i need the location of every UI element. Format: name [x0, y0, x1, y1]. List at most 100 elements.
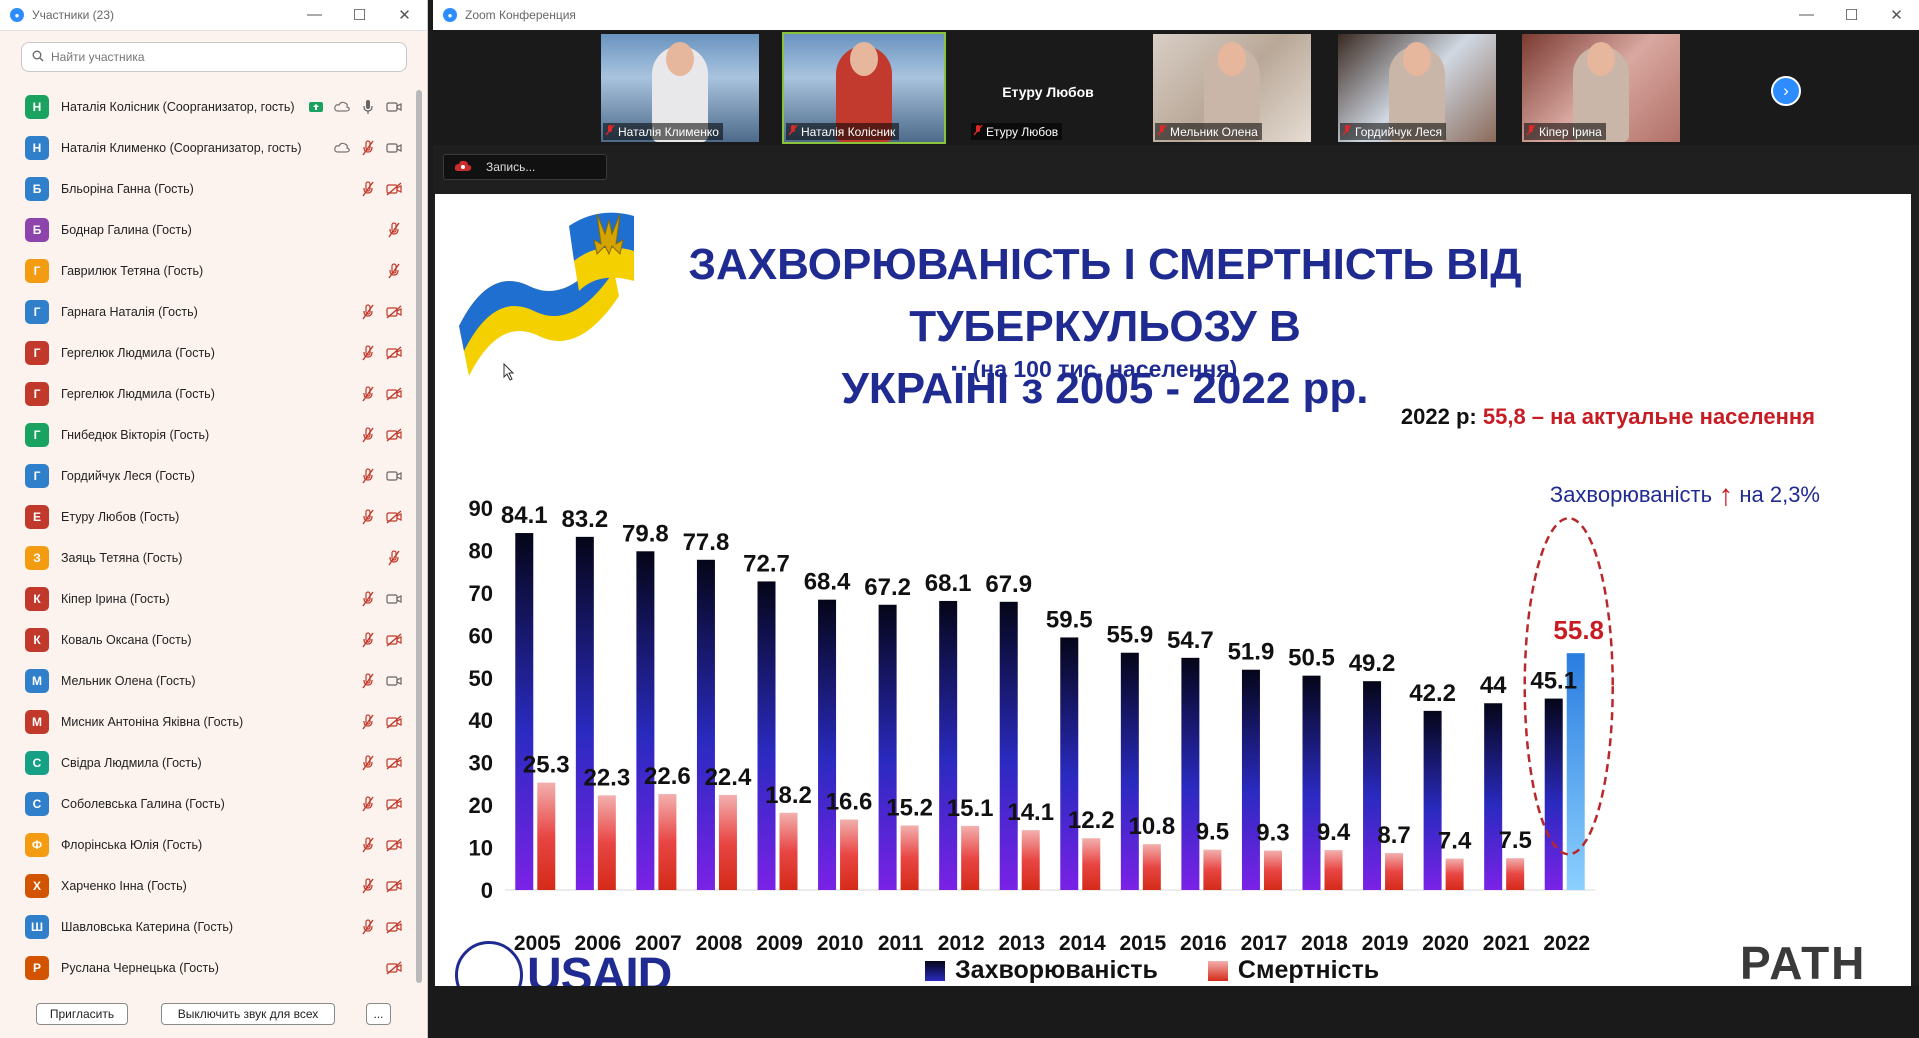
video-off-icon[interactable] — [385, 960, 403, 976]
participant-row[interactable]: Н Наталія Колісник (Соорганизатор, гость) — [0, 86, 415, 127]
participant-row[interactable]: К Кіпер Ірина (Гость) — [0, 578, 415, 619]
maximize-icon[interactable]: ☐ — [1844, 7, 1859, 24]
video-tile-name-tag: Кіпер Ірина — [1524, 123, 1606, 140]
participant-row[interactable]: К Коваль Оксана (Гость) — [0, 619, 415, 660]
video-off-icon[interactable] — [385, 304, 403, 320]
participant-row[interactable]: Г Гергелюк Людмила (Гость) — [0, 332, 415, 373]
mic-muted-icon[interactable] — [359, 631, 377, 648]
usaid-logo: USAID — [455, 941, 672, 986]
video-icon[interactable] — [385, 140, 403, 156]
mic-muted-icon[interactable] — [359, 836, 377, 853]
incidence-bar — [636, 551, 655, 890]
participant-row[interactable]: Г Гаврилюк Тетяна (Гость) — [0, 250, 415, 291]
note-2022-prefix: 2022 р: — [1400, 404, 1483, 429]
mic-muted-icon[interactable] — [359, 918, 377, 935]
mic-muted-icon[interactable] — [359, 877, 377, 894]
video-off-icon[interactable] — [385, 714, 403, 730]
participant-row[interactable]: Е Етуру Любов (Гость) — [0, 496, 415, 537]
mic-muted-icon[interactable] — [359, 180, 377, 197]
x-tick-label: 2019 — [1362, 932, 1409, 955]
video-off-icon[interactable] — [385, 427, 403, 443]
participant-row[interactable]: Г Гордийчук Леся (Гость) — [0, 455, 415, 496]
mute-all-button[interactable]: Выключить звук для всех — [161, 1003, 335, 1025]
mic-muted-icon[interactable] — [359, 385, 377, 402]
participant-avatar: Б — [25, 217, 49, 242]
participant-row[interactable]: Ф Флорінська Юлія (Гость) — [0, 824, 415, 865]
mic-muted-icon[interactable] — [359, 672, 377, 689]
participant-row[interactable]: С Соболевська Галина (Гость) — [0, 783, 415, 824]
participant-row[interactable]: Ш Шавловська Катерина (Гость) — [0, 906, 415, 947]
mic-muted-icon[interactable] — [359, 508, 377, 525]
video-off-icon[interactable] — [385, 755, 403, 771]
video-off-icon[interactable] — [385, 919, 403, 935]
cloud-icon[interactable] — [333, 140, 351, 156]
mic-muted-icon[interactable] — [359, 754, 377, 771]
video-off-icon[interactable] — [385, 837, 403, 853]
video-tile[interactable]: Гордийчук Леся — [1338, 34, 1496, 142]
video-icon[interactable] — [385, 468, 403, 484]
mic-muted-icon[interactable] — [359, 139, 377, 156]
participant-row[interactable]: Б Боднар Галина (Гость) — [0, 209, 415, 250]
participant-row[interactable]: З Заяць Тетяна (Гость) — [0, 537, 415, 578]
video-off-icon[interactable] — [385, 386, 403, 402]
mic-muted-icon[interactable] — [385, 262, 403, 279]
mic-muted-icon[interactable] — [359, 426, 377, 443]
incidence-bar — [1181, 657, 1200, 890]
video-tile[interactable]: Етуру Любов Етуру Любов — [969, 34, 1127, 142]
participant-row[interactable]: Б Бльоріна Ганна (Гость) — [0, 168, 415, 209]
video-off-icon[interactable] — [385, 796, 403, 812]
mic-muted-icon[interactable] — [359, 713, 377, 730]
mic-muted-icon[interactable] — [359, 303, 377, 320]
next-page-button[interactable]: › — [1771, 76, 1801, 106]
participant-row[interactable]: Н Наталія Клименко (Соорганизатор, гость) — [0, 127, 415, 168]
video-tile-name-tag: Наталія Колісник — [786, 123, 900, 140]
minimize-icon[interactable]: — — [307, 6, 322, 23]
minimize-icon[interactable]: — — [1799, 6, 1814, 23]
search-participant-input[interactable] — [49, 49, 393, 65]
participant-row[interactable]: Х Харченко Інна (Гость) — [0, 865, 415, 906]
participant-list-scrollbar[interactable] — [416, 90, 422, 983]
recording-indicator[interactable]: Запись... — [443, 154, 607, 180]
video-tile[interactable]: Наталія Клименко — [601, 34, 759, 142]
search-participant-box[interactable] — [21, 42, 407, 72]
incidence-bar — [1363, 681, 1382, 890]
participant-row[interactable]: С Свідра Людмила (Гость) — [0, 742, 415, 783]
video-off-icon[interactable] — [385, 632, 403, 648]
participant-row[interactable]: Г Гнибедюк Вікторія (Гость) — [0, 414, 415, 455]
video-icon[interactable] — [385, 591, 403, 607]
video-off-icon[interactable] — [385, 345, 403, 361]
mic-muted-icon[interactable] — [359, 467, 377, 484]
invite-button[interactable]: Пригласить — [36, 1003, 128, 1025]
participant-row[interactable]: Г Гергелюк Людмила (Гость) — [0, 373, 415, 414]
video-tile[interactable]: Мельник Олена — [1153, 34, 1311, 142]
participant-row[interactable]: Р Руслана Чернецька (Гость) — [0, 947, 415, 988]
mic-muted-icon[interactable] — [359, 344, 377, 361]
participant-row[interactable]: М Мельник Олена (Гость) — [0, 660, 415, 701]
video-tile-name: Наталія Колісник — [801, 124, 896, 139]
participant-row[interactable]: М Мисник Антоніна Яківна (Гость) — [0, 701, 415, 742]
incidence-bar — [999, 601, 1018, 890]
video-icon[interactable] — [385, 99, 403, 115]
video-off-icon[interactable] — [385, 509, 403, 525]
mic-muted-icon[interactable] — [385, 549, 403, 566]
video-tile-name-tag: Етуру Любов — [971, 123, 1063, 140]
video-tile[interactable]: Наталія Колісник — [782, 32, 946, 144]
mic-muted-icon[interactable] — [385, 221, 403, 238]
participant-name: Мисник Антоніна Яківна (Гость) — [61, 714, 244, 729]
participant-name: Коваль Оксана (Гость) — [61, 632, 192, 647]
maximize-icon[interactable]: ☐ — [352, 7, 367, 24]
mic-muted-icon[interactable] — [359, 590, 377, 607]
video-icon[interactable] — [385, 673, 403, 689]
more-options-button[interactable]: ... — [366, 1003, 391, 1025]
close-icon[interactable]: ✕ — [398, 7, 411, 24]
close-icon[interactable]: ✕ — [1890, 7, 1903, 24]
video-off-icon[interactable] — [385, 878, 403, 894]
video-off-icon[interactable] — [385, 181, 403, 197]
video-tile[interactable]: Кіпер Ірина — [1522, 34, 1680, 142]
share-screen-icon[interactable] — [307, 99, 325, 115]
mic-muted-icon[interactable] — [359, 795, 377, 812]
participant-row[interactable]: Г Гарнага Наталія (Гость) — [0, 291, 415, 332]
cloud-icon[interactable] — [333, 99, 351, 115]
mortality-bar — [1082, 838, 1101, 890]
mic-icon[interactable] — [359, 99, 377, 115]
